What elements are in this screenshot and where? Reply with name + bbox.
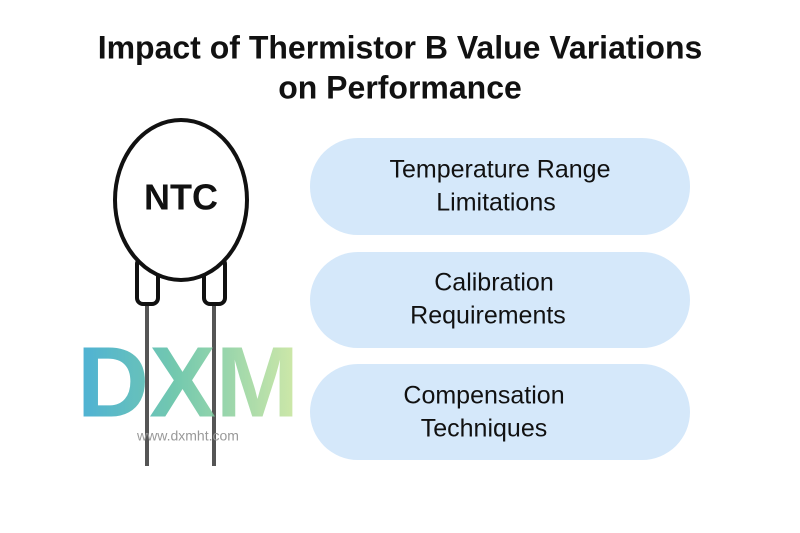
title-line: Impact of Thermistor B Value Variations [98,29,703,65]
item-text: Calibration [434,269,554,297]
item-pill [310,252,690,348]
item-text: Limitations [436,189,556,217]
item-text: Temperature Range [390,156,611,184]
thermistor-icon: NTC [113,118,249,466]
title-line: on Performance [278,69,522,105]
item-pill [310,364,690,460]
item-text: Requirements [410,302,566,330]
item-text: Compensation [403,382,564,410]
watermark-url: www.dxmht.com [136,428,239,444]
component-label: NTC [144,177,218,218]
item-text: Techniques [421,415,547,443]
body [113,118,249,282]
watermark-logo: DXM [77,326,299,438]
item-pill [310,138,690,235]
